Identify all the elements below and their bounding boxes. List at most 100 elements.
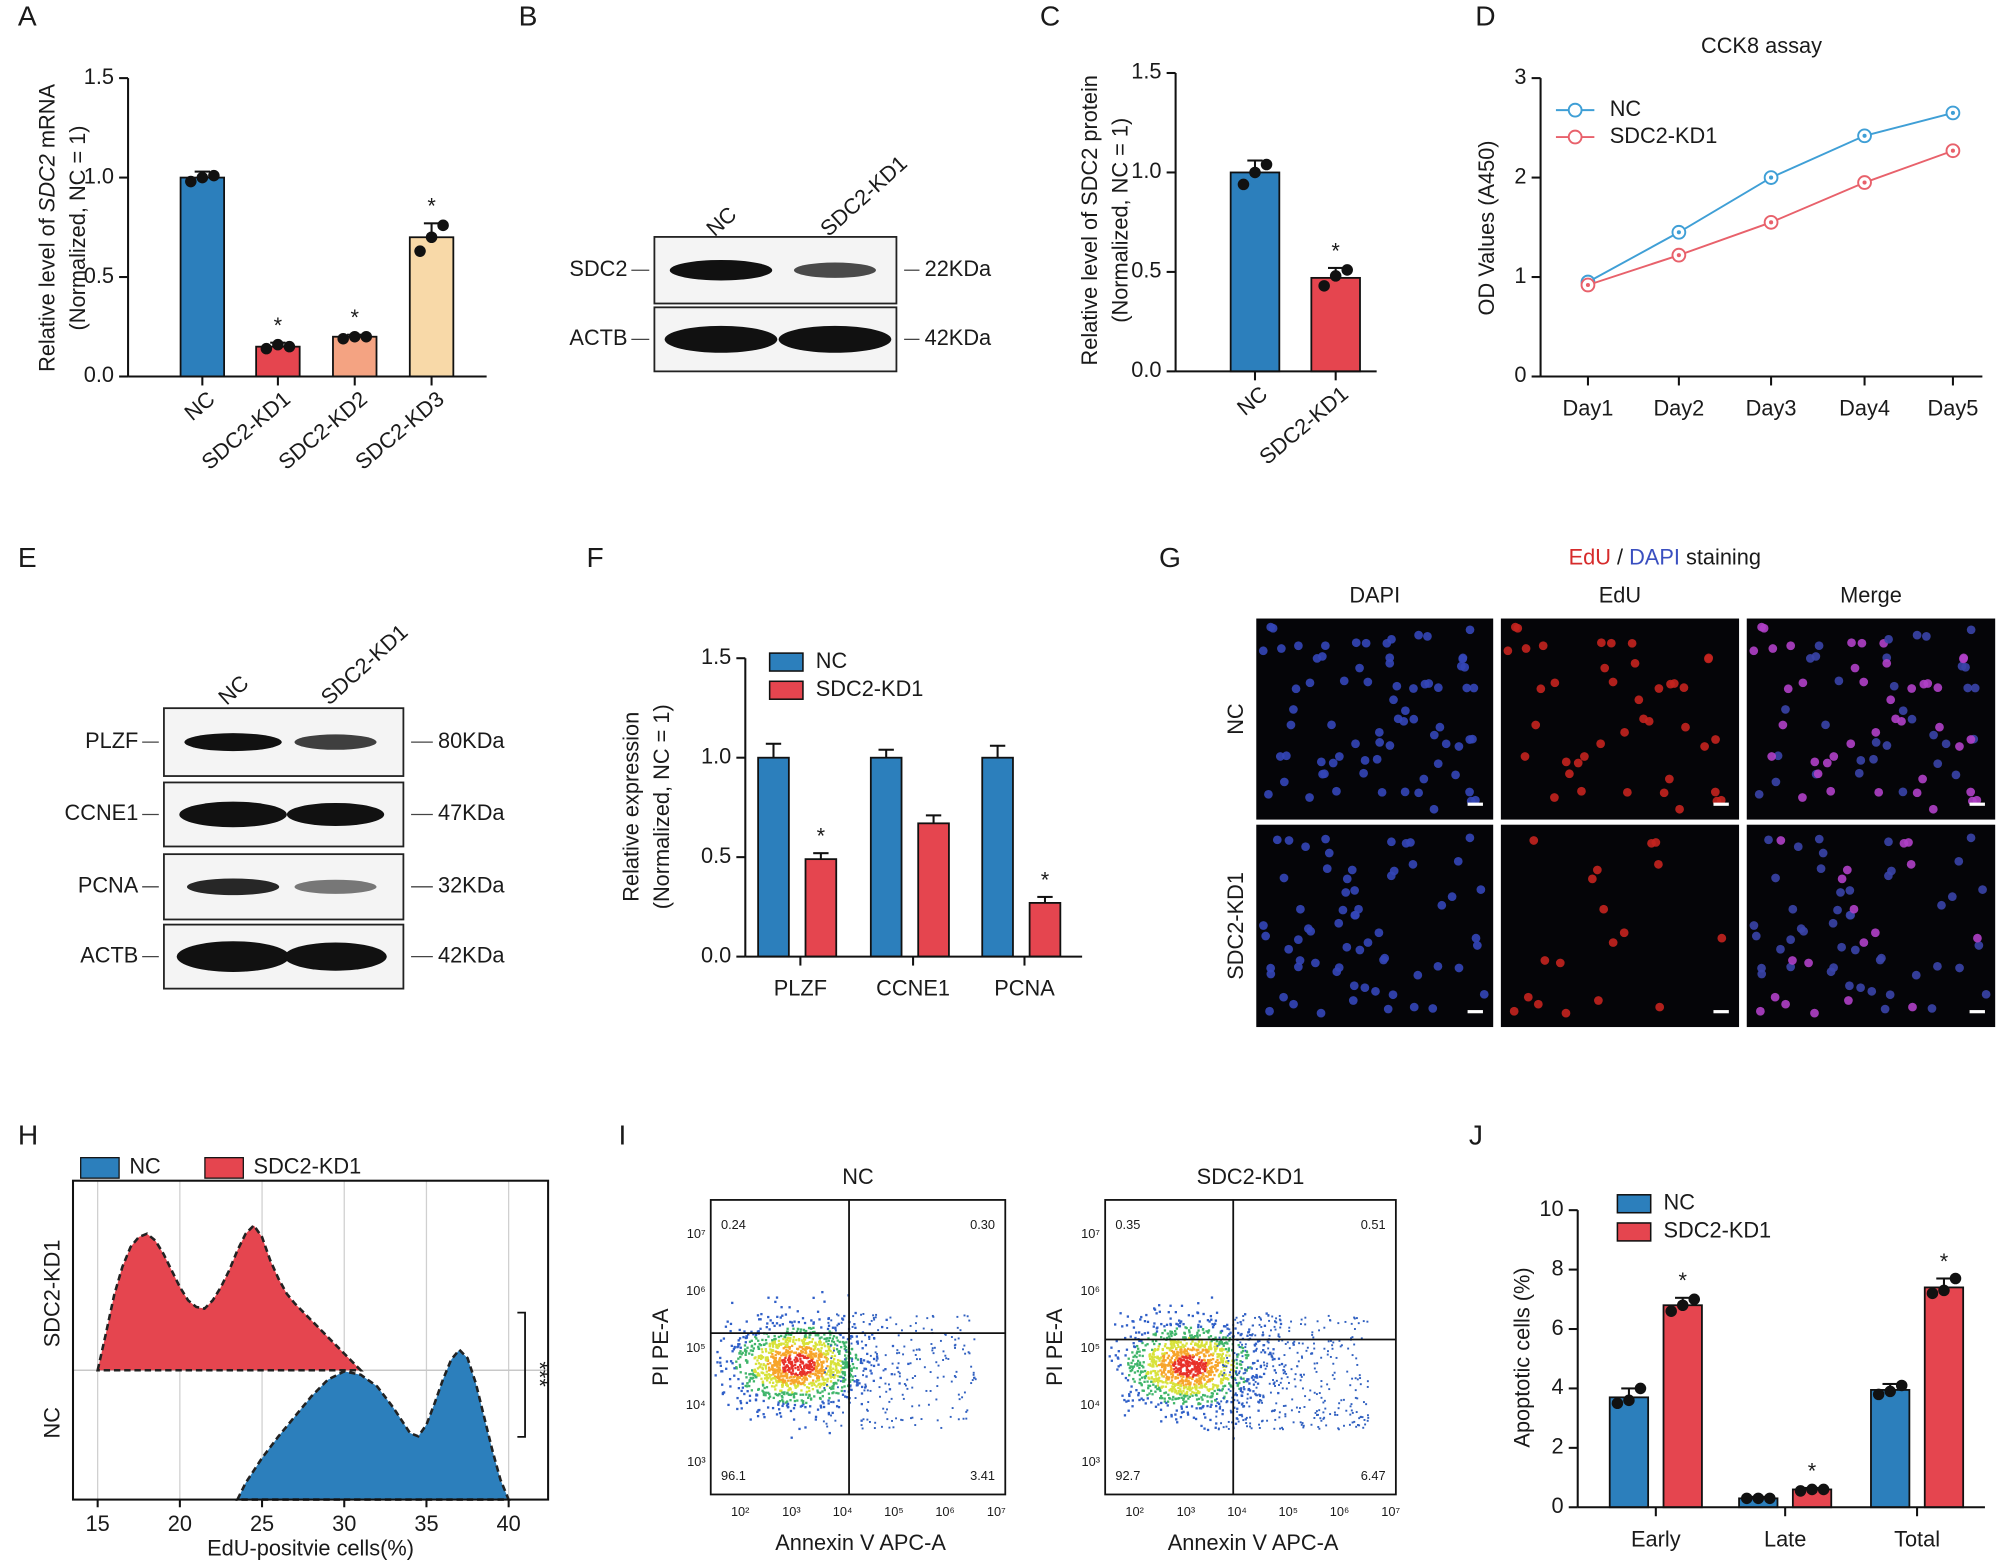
event-dot <box>816 1391 819 1394</box>
event-dot <box>1128 1394 1131 1398</box>
nucleus <box>1408 859 1418 869</box>
nucleus <box>1933 683 1943 693</box>
event-dot <box>1329 1339 1332 1342</box>
nucleus <box>1884 871 1893 881</box>
event-dot <box>1222 1426 1225 1429</box>
event-dot <box>808 1364 812 1367</box>
event-dot <box>1181 1343 1184 1346</box>
event-dot <box>784 1351 788 1354</box>
event-dot <box>826 1380 829 1383</box>
legend-swatch <box>768 652 804 672</box>
event-dot <box>918 1404 921 1407</box>
event-dot <box>832 1371 835 1374</box>
event-dot <box>1166 1332 1169 1335</box>
event-dot <box>1195 1398 1199 1401</box>
event-dot <box>859 1359 863 1363</box>
event-dot <box>827 1342 830 1346</box>
event-dot <box>1217 1375 1221 1378</box>
event-dot <box>828 1396 831 1400</box>
event-dot <box>1234 1379 1237 1381</box>
nucleus <box>1261 931 1271 941</box>
event-dot <box>1181 1363 1184 1366</box>
event-dot <box>1327 1340 1330 1343</box>
event-dot <box>843 1380 846 1383</box>
event-dot <box>1215 1410 1218 1413</box>
event-dot <box>1212 1386 1215 1389</box>
event-dot <box>1210 1400 1213 1403</box>
event-dot <box>1245 1422 1248 1424</box>
nucleus <box>1796 924 1806 934</box>
nucleus <box>1655 1002 1665 1012</box>
event-dot <box>1143 1369 1147 1373</box>
event-dot <box>896 1352 898 1355</box>
event-dot <box>1366 1380 1369 1383</box>
event-dot <box>796 1359 799 1362</box>
event-dot <box>827 1402 830 1405</box>
x-tick-label: 10³ <box>782 1504 801 1519</box>
event-dot <box>1269 1351 1272 1355</box>
event-dot <box>810 1384 814 1387</box>
nucleus <box>1316 757 1326 767</box>
event-dot <box>799 1366 802 1369</box>
event-dot <box>1163 1329 1167 1332</box>
event-dot <box>1241 1349 1245 1353</box>
event-dot <box>1244 1368 1247 1371</box>
event-dot <box>854 1311 857 1315</box>
event-dot <box>1180 1320 1183 1323</box>
event-dot <box>781 1404 784 1408</box>
event-dot <box>774 1300 777 1304</box>
event-dot <box>716 1361 719 1364</box>
event-dot <box>1205 1341 1208 1344</box>
event-dot <box>1174 1370 1177 1374</box>
event-dot <box>830 1357 833 1360</box>
event-dot <box>819 1406 823 1409</box>
event-dot <box>925 1389 928 1392</box>
nucleus <box>1284 836 1294 845</box>
event-dot <box>1203 1359 1206 1362</box>
event-dot <box>1273 1369 1276 1372</box>
event-dot <box>768 1369 771 1372</box>
event-dot <box>1177 1362 1180 1366</box>
event-dot <box>850 1347 853 1351</box>
event-dot <box>1160 1371 1164 1374</box>
event-dot <box>834 1326 837 1329</box>
event-dot <box>859 1357 863 1361</box>
event-dot <box>757 1356 761 1360</box>
event-dot <box>1208 1379 1211 1382</box>
event-dot <box>881 1325 884 1329</box>
event-dot <box>841 1393 845 1396</box>
event-dot <box>792 1382 795 1385</box>
event-dot <box>950 1380 953 1383</box>
event-dot <box>830 1401 833 1404</box>
nucleus <box>1312 654 1322 663</box>
event-dot <box>1163 1325 1166 1328</box>
event-dot <box>836 1386 839 1389</box>
event-dot <box>833 1363 836 1366</box>
nucleus <box>1764 835 1773 845</box>
bar <box>804 858 838 958</box>
event-dot <box>819 1350 822 1353</box>
nucleus <box>1904 838 1913 847</box>
nucleus <box>1266 969 1276 979</box>
nucleus <box>1955 742 1964 751</box>
nucleus <box>1966 625 1976 635</box>
micrograph <box>1256 824 1494 1028</box>
event-dot <box>809 1397 813 1400</box>
event-dot <box>1202 1353 1206 1356</box>
event-dot <box>1180 1405 1183 1408</box>
event-dot <box>1190 1405 1194 1408</box>
event-dot <box>791 1372 795 1375</box>
event-dot <box>1230 1375 1233 1378</box>
event-dot <box>744 1348 747 1351</box>
nucleus <box>1429 804 1439 814</box>
event-dot <box>1227 1388 1230 1391</box>
panel-label: E <box>18 541 37 573</box>
event-dot <box>1206 1375 1209 1378</box>
event-dot <box>1180 1352 1183 1355</box>
event-dot <box>1240 1367 1243 1370</box>
event-dot <box>1184 1349 1188 1352</box>
event-dot <box>1357 1322 1360 1325</box>
event-dot <box>719 1339 723 1342</box>
nucleus <box>1351 739 1360 749</box>
event-dot <box>805 1393 808 1396</box>
